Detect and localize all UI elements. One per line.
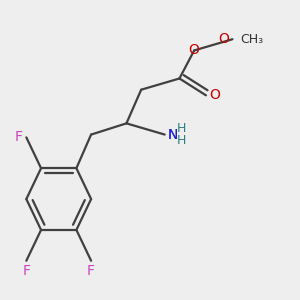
Text: N: N xyxy=(168,128,178,142)
Text: O: O xyxy=(189,44,200,57)
Text: O: O xyxy=(219,32,230,46)
Text: F: F xyxy=(15,130,23,144)
Text: H: H xyxy=(176,122,186,135)
Text: F: F xyxy=(22,264,30,278)
Text: CH₃: CH₃ xyxy=(240,33,263,46)
Text: N: N xyxy=(168,128,178,142)
Text: O: O xyxy=(209,88,220,102)
Text: F: F xyxy=(87,264,95,278)
Text: H: H xyxy=(176,134,186,147)
